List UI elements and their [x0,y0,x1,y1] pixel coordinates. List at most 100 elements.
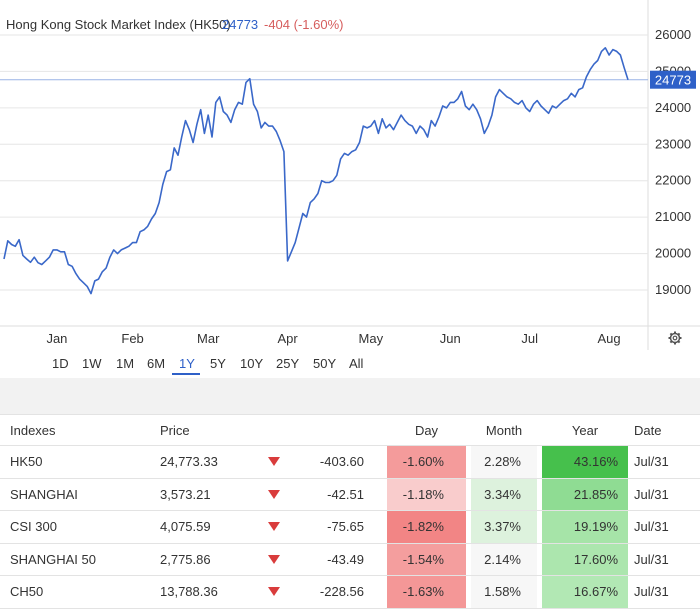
data-point[interactable] [366,126,369,129]
data-point[interactable] [199,108,202,111]
data-point[interactable] [309,201,312,204]
data-point[interactable] [188,128,191,131]
data-point[interactable] [10,243,13,246]
data-point[interactable] [464,105,467,108]
data-point[interactable] [532,103,535,106]
data-point[interactable] [248,77,251,80]
data-point[interactable] [332,179,335,182]
range-10y-button[interactable]: 10Y [240,356,264,371]
data-point[interactable] [67,263,70,266]
data-point[interactable] [437,115,440,118]
data-point[interactable] [335,174,338,177]
data-point[interactable] [498,88,501,91]
data-point[interactable] [350,150,353,153]
data-point[interactable] [615,50,618,53]
data-point[interactable] [509,97,512,100]
index-name-link[interactable]: HK50 [10,454,43,470]
data-point[interactable] [207,114,210,117]
range-50y-button[interactable]: 50Y [313,356,337,371]
data-point[interactable] [116,252,119,255]
data-point[interactable] [453,101,456,104]
data-point[interactable] [343,152,346,155]
data-point[interactable] [101,270,104,273]
table-row[interactable]: SHANGHAI 50 2,775.86 -43.49 -1.54% 2.14% 17.6… [0,543,700,576]
data-point[interactable] [396,121,399,124]
data-point[interactable] [494,95,497,98]
data-point[interactable] [570,92,573,95]
index-name-link[interactable]: SHANGHAI 50 [10,551,96,567]
header-price[interactable]: Price [160,422,190,438]
data-point[interactable] [241,103,244,106]
data-point[interactable] [192,141,195,144]
header-month[interactable]: Month [485,422,523,438]
data-point[interactable] [577,88,580,91]
data-point[interactable] [226,114,229,117]
range-1m-button[interactable]: 1M [116,356,135,371]
data-point[interactable] [25,258,28,261]
data-point[interactable] [256,110,259,113]
data-point[interactable] [502,92,505,95]
data-point[interactable] [369,125,372,128]
data-point[interactable] [339,157,342,160]
data-point[interactable] [354,148,357,151]
data-point[interactable] [176,154,179,157]
data-point[interactable] [540,105,543,108]
data-point[interactable] [55,248,58,251]
data-point[interactable] [460,90,463,93]
data-point[interactable] [146,225,149,228]
data-point[interactable] [384,126,387,129]
data-point[interactable] [611,48,614,51]
data-point[interactable] [237,101,240,104]
data-point[interactable] [279,139,282,142]
data-point[interactable] [524,106,527,109]
data-point[interactable] [430,119,433,122]
data-point[interactable] [142,228,145,231]
data-point[interactable] [59,250,62,253]
data-point[interactable] [456,97,459,100]
data-point[interactable] [528,110,531,113]
data-point[interactable] [169,168,172,171]
data-point[interactable] [373,119,376,122]
data-point[interactable] [411,125,414,128]
data-point[interactable] [574,95,577,98]
data-point[interactable] [33,256,36,259]
data-point[interactable] [623,66,626,69]
data-point[interactable] [14,245,17,248]
data-point[interactable] [108,256,111,259]
header-day[interactable]: Day [414,422,439,438]
data-point[interactable] [400,114,403,117]
data-point[interactable] [407,123,410,126]
data-point[interactable] [487,125,490,128]
data-point[interactable] [233,108,236,111]
data-point[interactable] [127,245,130,248]
data-point[interactable] [63,250,66,253]
data-point[interactable] [173,146,176,149]
data-point[interactable] [48,256,51,259]
data-point[interactable] [267,125,270,128]
gear-icon[interactable] [668,331,682,345]
header-date[interactable]: Date [634,422,662,438]
data-point[interactable] [290,250,293,253]
range-1y-button[interactable]: 1Y [179,356,195,371]
data-point[interactable] [513,101,516,104]
data-point[interactable] [158,201,161,204]
table-row[interactable]: CSI 300 4,075.59 -75.65 -1.82% 3.37% 19.19% Ju… [0,511,700,544]
data-point[interactable] [286,259,289,262]
data-point[interactable] [627,78,630,81]
data-point[interactable] [555,106,558,109]
data-point[interactable] [313,197,316,200]
data-point[interactable] [316,192,319,195]
data-point[interactable] [44,259,47,262]
data-point[interactable] [562,99,565,102]
data-point[interactable] [3,258,6,261]
index-name-link[interactable]: SHANGHAI [10,486,78,502]
data-point[interactable] [388,123,391,126]
data-point[interactable] [78,278,81,281]
data-point[interactable] [558,103,561,106]
data-point[interactable] [449,101,452,104]
data-point[interactable] [154,212,157,215]
range-all-button[interactable]: All [349,356,364,371]
data-point[interactable] [475,108,478,111]
data-point[interactable] [347,154,350,157]
data-point[interactable] [6,239,9,242]
